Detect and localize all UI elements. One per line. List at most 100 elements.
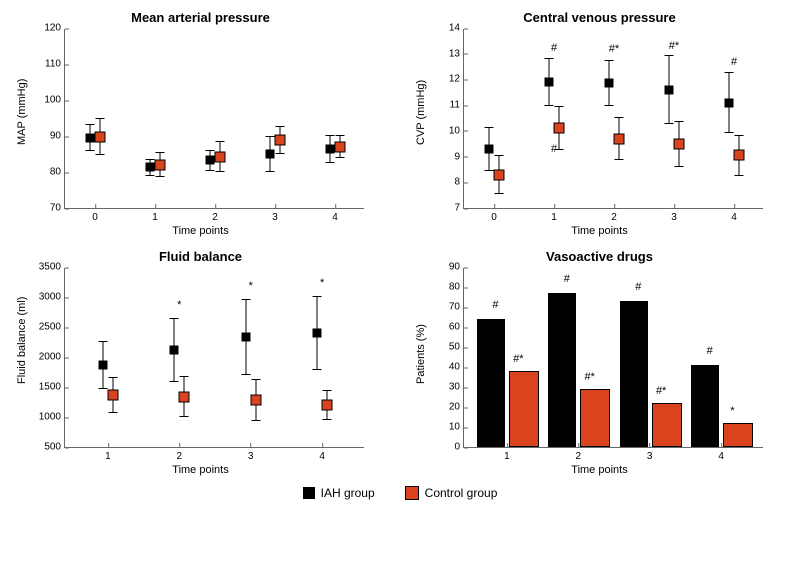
title-map: Mean arterial pressure bbox=[10, 10, 391, 25]
marker-control bbox=[554, 123, 565, 134]
ytick: 2500 bbox=[39, 322, 65, 333]
ytick: 60 bbox=[449, 322, 464, 333]
ytick: 2000 bbox=[39, 352, 65, 363]
marker-control bbox=[322, 400, 333, 411]
ylabel: CVP (mmHg) bbox=[415, 80, 427, 145]
annotation: # bbox=[635, 281, 641, 293]
ytick: 12 bbox=[449, 74, 464, 85]
marker-iah bbox=[266, 150, 275, 159]
ytick: 11 bbox=[450, 100, 464, 111]
marker-control bbox=[215, 151, 226, 162]
xlabel-fluid: Time points bbox=[10, 464, 391, 476]
marker-iah bbox=[725, 98, 734, 107]
xtick: 3 bbox=[647, 447, 653, 462]
annotation: * bbox=[730, 405, 734, 417]
plot-cvp: 789101112131401234##*#*## bbox=[463, 29, 763, 209]
legend-control-label: Control group bbox=[425, 486, 498, 500]
annotation: #* bbox=[609, 43, 619, 55]
annotation: # bbox=[731, 56, 737, 68]
marker-control bbox=[734, 150, 745, 161]
panel-cvp: Central venous pressure 7891011121314012… bbox=[409, 10, 790, 237]
legend-control: Control group bbox=[405, 486, 498, 500]
annotation: #* bbox=[669, 40, 679, 52]
marker-control bbox=[155, 159, 166, 170]
ytick: 3500 bbox=[39, 262, 65, 273]
ytick: 100 bbox=[44, 95, 65, 106]
panel-fluid: Fluid balance 50010001500200025003000350… bbox=[10, 249, 391, 476]
marker-control bbox=[250, 394, 261, 405]
panel-map: Mean arterial pressure 70809010011012001… bbox=[10, 10, 391, 237]
annotation: # bbox=[492, 299, 498, 311]
marker-iah bbox=[146, 163, 155, 172]
ytick: 500 bbox=[44, 442, 65, 453]
annotation: #* bbox=[585, 371, 595, 383]
annotation: * bbox=[177, 299, 181, 311]
marker-control bbox=[179, 391, 190, 402]
marker-control bbox=[674, 138, 685, 149]
xtick: 2 bbox=[177, 447, 183, 462]
annotation: * bbox=[249, 280, 253, 292]
title-fluid: Fluid balance bbox=[10, 249, 391, 264]
marker-iah bbox=[170, 345, 179, 354]
xtick: 3 bbox=[272, 208, 278, 223]
marker-iah bbox=[665, 85, 674, 94]
xtick: 1 bbox=[105, 447, 111, 462]
ytick: 30 bbox=[449, 382, 464, 393]
marker-iah bbox=[326, 144, 335, 153]
marker-iah bbox=[485, 144, 494, 153]
marker-iah bbox=[605, 79, 614, 88]
ytick: 0 bbox=[454, 442, 464, 453]
ytick: 90 bbox=[50, 131, 65, 142]
marker-control bbox=[335, 141, 346, 152]
annotation: # bbox=[707, 345, 713, 357]
xtick: 1 bbox=[551, 208, 557, 223]
plot-map: 70809010011012001234 bbox=[64, 29, 364, 209]
ytick: 10 bbox=[449, 422, 464, 433]
ytick: 70 bbox=[449, 302, 464, 313]
xtick: 2 bbox=[576, 447, 582, 462]
xtick: 3 bbox=[248, 447, 254, 462]
bar-iah bbox=[548, 293, 576, 447]
ytick: 40 bbox=[449, 362, 464, 373]
bar-control bbox=[509, 371, 539, 447]
xtick: 4 bbox=[718, 447, 724, 462]
ytick: 50 bbox=[449, 342, 464, 353]
marker-iah bbox=[98, 361, 107, 370]
ytick: 1500 bbox=[39, 382, 65, 393]
ytick: 70 bbox=[50, 203, 65, 214]
annotation: #* bbox=[656, 385, 666, 397]
marker-control bbox=[494, 169, 505, 180]
ytick: 80 bbox=[449, 282, 464, 293]
bar-control bbox=[652, 403, 682, 447]
xlabel-vaso: Time points bbox=[409, 464, 790, 476]
marker-iah bbox=[86, 133, 95, 142]
marker-iah bbox=[241, 333, 250, 342]
ylabel: MAP (mmHg) bbox=[16, 79, 28, 145]
ytick: 90 bbox=[449, 262, 464, 273]
marker-iah bbox=[206, 156, 215, 165]
ytick: 9 bbox=[454, 151, 464, 162]
swatch-control bbox=[405, 486, 419, 500]
annotation: #* bbox=[513, 353, 523, 365]
plot-fluid: 5001000150020002500300035001234*** bbox=[64, 268, 364, 448]
ytick: 10 bbox=[449, 125, 464, 136]
annotation: # bbox=[564, 273, 570, 285]
ylabel: Fluid balance (ml) bbox=[16, 297, 28, 384]
title-vaso: Vasoactive drugs bbox=[409, 249, 790, 264]
title-cvp: Central venous pressure bbox=[409, 10, 790, 25]
bar-control bbox=[580, 389, 610, 447]
plot-vaso: 01020304050607080901234#####*#*#** bbox=[463, 268, 763, 448]
marker-control bbox=[614, 133, 625, 144]
legend-iah: IAH group bbox=[303, 486, 375, 500]
marker-iah bbox=[313, 329, 322, 338]
annotation: # bbox=[551, 143, 557, 155]
swatch-iah bbox=[303, 487, 315, 499]
bar-iah bbox=[691, 365, 719, 447]
marker-control bbox=[95, 131, 106, 142]
xtick: 2 bbox=[611, 208, 617, 223]
ylabel: Patients (%) bbox=[415, 324, 427, 384]
legend: IAH group Control group bbox=[10, 486, 790, 500]
ytick: 80 bbox=[50, 167, 65, 178]
xtick: 0 bbox=[92, 208, 98, 223]
ytick: 13 bbox=[449, 48, 464, 59]
